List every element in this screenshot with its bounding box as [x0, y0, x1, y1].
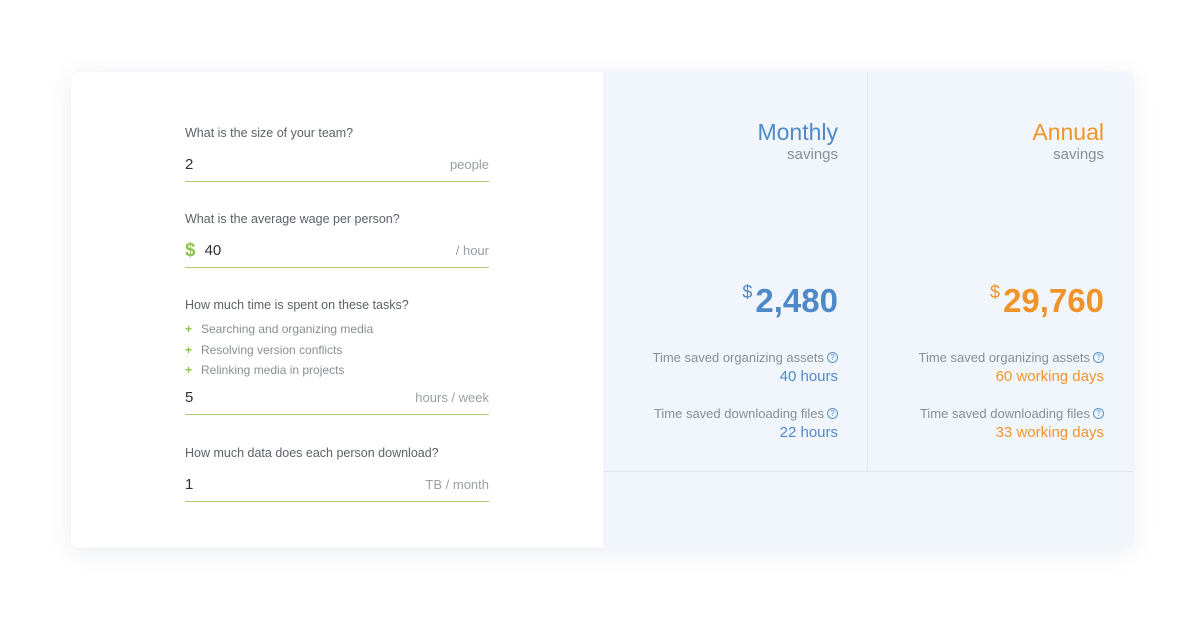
- time-unit: hours / week: [415, 389, 489, 405]
- annual-downloading-label: Time saved downloading files?: [920, 406, 1104, 421]
- list-item: + Searching and organizing media: [185, 319, 489, 340]
- data-input[interactable]: 1 TB / month: [185, 468, 489, 502]
- data-question: How much data does each person download?: [185, 446, 439, 460]
- divider: [603, 471, 1133, 472]
- team-size-unit: people: [449, 157, 489, 172]
- data-field: How much data does each person download?…: [185, 446, 489, 502]
- annual-organizing-label: Time saved organizing assets?: [918, 350, 1104, 365]
- currency-symbol: $: [742, 282, 753, 302]
- list-item: + Resolving version conflicts: [185, 340, 489, 361]
- organizing-label-text: Time saved organizing assets: [652, 350, 825, 365]
- time-value[interactable]: 5: [185, 388, 194, 406]
- team-size-value[interactable]: 2: [185, 156, 194, 173]
- monthly-amount-value: 2,480: [755, 282, 838, 319]
- monthly-savings-column: Monthly savings $2,480 Time saved organi…: [603, 72, 868, 472]
- annual-heading: Annual: [1032, 119, 1104, 145]
- task-label: Relinking media in projects: [201, 363, 345, 378]
- task-list: + Searching and organizing media + Resolvi…: [185, 319, 489, 381]
- time-field: How much time is spent on these tasks? +…: [185, 298, 489, 415]
- monthly-organizing-value: 40 hours: [779, 368, 838, 385]
- help-icon[interactable]: ?: [1093, 352, 1104, 363]
- monthly-heading: Monthly: [757, 119, 838, 145]
- monthly-amount: $2,480: [742, 282, 838, 320]
- plus-icon: +: [185, 342, 193, 357]
- list-item: + Relinking media in projects: [185, 360, 489, 381]
- team-size-question: What is the size of your team?: [185, 126, 354, 140]
- wage-input[interactable]: $ 40 / hour: [185, 234, 489, 268]
- monthly-downloading-label: Time saved downloading files?: [654, 406, 838, 421]
- savings-calculator-card: What is the size of your team? 2 people …: [71, 72, 1133, 548]
- wage-value[interactable]: 40: [204, 242, 222, 259]
- help-icon[interactable]: ?: [827, 352, 838, 363]
- wage-field: What is the average wage per person? $ 4…: [185, 212, 489, 268]
- downloading-label-text: Time saved downloading files: [919, 406, 1090, 421]
- help-icon[interactable]: ?: [827, 408, 838, 419]
- monthly-organizing-label: Time saved organizing assets?: [652, 350, 838, 365]
- annual-organizing-value: 60 working days: [995, 368, 1104, 385]
- monthly-subheading: savings: [787, 146, 838, 163]
- time-question: How much time is spent on these tasks?: [185, 298, 409, 312]
- help-icon[interactable]: ?: [1093, 408, 1104, 419]
- plus-icon: +: [185, 322, 193, 337]
- plus-icon: +: [185, 363, 193, 378]
- team-size-input[interactable]: 2 people: [185, 148, 489, 182]
- monthly-downloading-value: 22 hours: [779, 424, 838, 441]
- input-panel: What is the size of your team? 2 people …: [71, 72, 603, 548]
- task-label: Resolving version conflicts: [201, 342, 343, 357]
- annual-subheading: savings: [1053, 146, 1104, 163]
- team-size-field: What is the size of your team? 2 people: [185, 126, 489, 182]
- downloading-label-text: Time saved downloading files: [653, 406, 824, 421]
- time-input[interactable]: 5 hours / week: [185, 381, 489, 415]
- task-label: Searching and organizing media: [201, 322, 374, 337]
- dollar-icon: $: [185, 239, 196, 261]
- currency-symbol: $: [990, 282, 1001, 302]
- results-panel: Monthly savings $2,480 Time saved organi…: [603, 72, 1133, 548]
- annual-amount: $29,760: [990, 282, 1104, 320]
- annual-savings-column: Annual savings $29,760 Time saved organi…: [868, 72, 1133, 472]
- wage-unit: / hour: [455, 243, 489, 258]
- annual-amount-value: 29,760: [1003, 282, 1104, 319]
- organizing-label-text: Time saved organizing assets: [918, 350, 1091, 365]
- annual-downloading-value: 33 working days: [995, 424, 1104, 441]
- data-unit: TB / month: [425, 477, 489, 492]
- wage-question: What is the average wage per person?: [185, 212, 400, 226]
- data-value[interactable]: 1: [185, 476, 194, 493]
